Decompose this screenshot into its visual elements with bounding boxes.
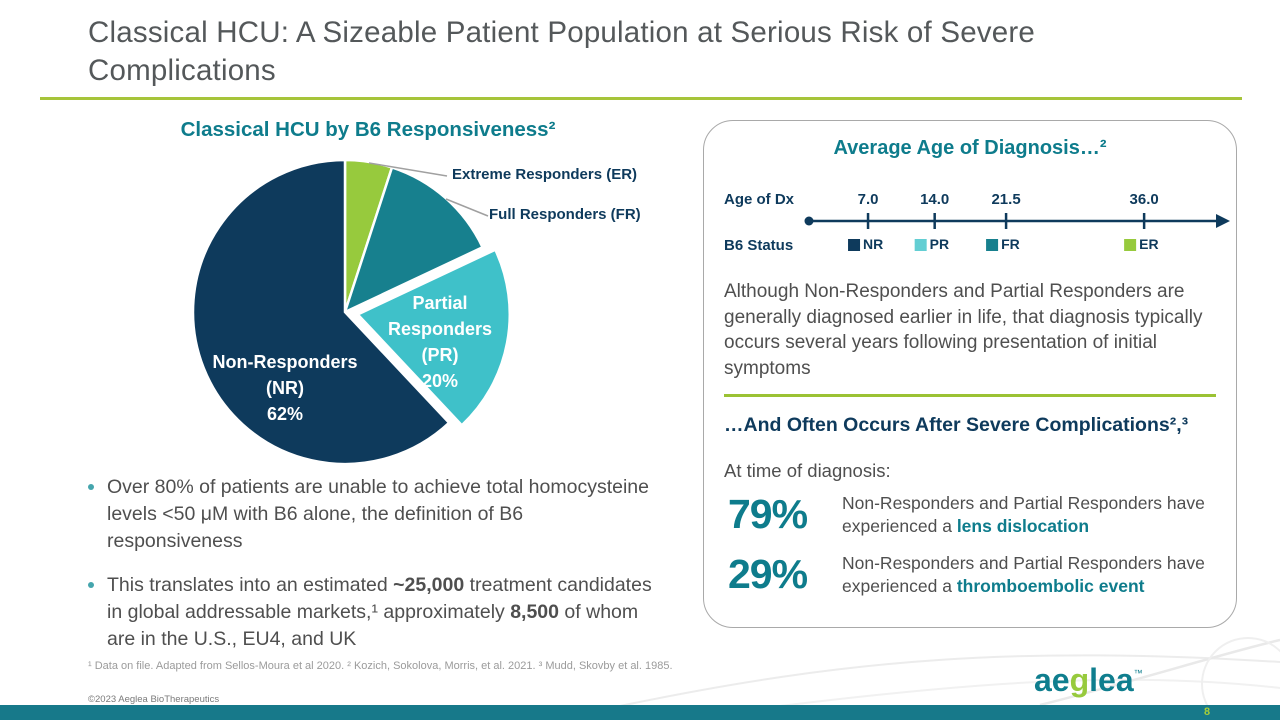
leader-line-fr: [445, 198, 489, 217]
logo-part-lea: lea: [1089, 662, 1134, 698]
logo-part-ae: ae: [1034, 662, 1070, 698]
logo-part-g: g: [1069, 662, 1090, 698]
legend-label-PR: PR: [930, 236, 949, 252]
footer-wave-decoration: [619, 637, 1280, 705]
timeline-age-FR: 21.5: [991, 191, 1020, 208]
legend-swatch-ER: [1124, 239, 1137, 251]
stats-list: 79% Non-Responders and Partial Responder…: [728, 491, 1214, 611]
pie-slice-full-responders-fr-: [342, 165, 485, 315]
legend-swatch-FR: [986, 239, 999, 251]
diagnosis-box-title: Average Age of Diagnosis…²: [833, 137, 1107, 159]
green-divider: [724, 394, 1216, 397]
bullet-dot-icon: [88, 484, 94, 490]
timeline-arrowhead-icon: [1216, 214, 1230, 228]
age-of-dx-label: Age of Dx: [724, 191, 795, 208]
bullet-item-1: Over 80% of patients are unable to achie…: [88, 474, 660, 555]
pr-line-2: Responders: [387, 319, 493, 339]
pie-chart: [191, 158, 511, 466]
logo-trademark: ™: [1133, 668, 1143, 678]
stat-row-thromboembolic: 29% Non-Responders and Partial Responder…: [728, 551, 1214, 598]
title-line-1: Classical HCU: A Sizeable Patient Popula…: [88, 16, 1035, 49]
pie-chart-title: Classical HCU by B6 Responsiveness²: [180, 118, 556, 141]
stat-percent-79: 79%: [728, 491, 808, 537]
stat-percent-29: 29%: [728, 551, 808, 597]
stat-text-thromboembolic: Non-Responders and Partial Responders ha…: [842, 552, 1205, 596]
nr-line-2: (NR): [266, 378, 304, 398]
diagnosis-paragraph: Although Non-Responders and Partial Resp…: [724, 281, 1203, 379]
footnote: ¹ Data on file. Adapted from Sellos-Mour…: [88, 660, 673, 672]
pie-label-extreme-responders: Extreme Responders (ER): [452, 166, 638, 183]
bullet-list: Over 80% of patients are unable to achie…: [88, 474, 660, 670]
title-underline: [40, 97, 1242, 100]
pr-line-3: (PR): [421, 345, 459, 365]
complications-heading: …And Often Occurs After Severe Complicat…: [724, 414, 1189, 436]
pie-slice-non-responders-nr-: [191, 158, 451, 466]
nr-line-3: 62%: [266, 404, 304, 424]
legend-label-ER: ER: [1139, 236, 1158, 252]
stat-row-lens: 79% Non-Responders and Partial Responder…: [728, 491, 1214, 538]
footer-bar: 8: [0, 705, 1280, 720]
pie-label-partial-responders: Partial Responders (PR) 20%: [375, 290, 505, 394]
legend-label-NR: NR: [863, 236, 883, 252]
nr-line-1: Non-Responders: [212, 352, 358, 372]
bullet-text-2: This translates into an estimated ~25,00…: [107, 574, 652, 650]
timeline-age-ER: 36.0: [1130, 191, 1159, 208]
legend-label-FR: FR: [1001, 236, 1020, 252]
copyright: ©2023 Aeglea BioTherapeutics: [88, 694, 220, 705]
pie-label-non-responders: Non-Responders (NR) 62%: [180, 349, 390, 427]
bullet-dot-icon: [88, 582, 94, 588]
legend-swatch-NR: [848, 239, 861, 251]
pr-line-4: 20%: [421, 371, 459, 391]
pr-line-1: Partial: [412, 293, 468, 313]
timeline-age-NR: 7.0: [858, 191, 879, 208]
bullet-item-2: This translates into an estimated ~25,00…: [88, 572, 660, 653]
page-number: 8: [1204, 706, 1211, 718]
b6-status-label: B6 Status: [724, 237, 793, 254]
age-timeline-chart: Age of Dx B6 Status 7.0 NR 14.0 PR 21.5 FR 36.0 E…: [724, 191, 1230, 254]
timeline-age-PR: 14.0: [920, 191, 949, 208]
timeline-start-dot: [804, 216, 814, 226]
title-line-2: Complications: [88, 54, 276, 87]
pie-slice-partial-responders-pr-: [355, 248, 511, 428]
aeglea-logo: aeglea™: [1034, 662, 1143, 699]
bullet-text-1: Over 80% of patients are unable to achie…: [107, 476, 649, 552]
legend-swatch-PR: [914, 239, 927, 251]
page-title: Classical HCU: A Sizeable Patient Popula…: [88, 14, 1208, 90]
pie-label-full-responders: Full Responders (FR): [489, 206, 641, 223]
at-time-label: At time of diagnosis:: [724, 460, 891, 481]
diagnosis-info-box: Average Age of Diagnosis…² Age of Dx B6 S…: [703, 120, 1237, 628]
leader-line-er: [368, 162, 448, 177]
stat-text-lens: Non-Responders and Partial Responders ha…: [842, 492, 1205, 536]
